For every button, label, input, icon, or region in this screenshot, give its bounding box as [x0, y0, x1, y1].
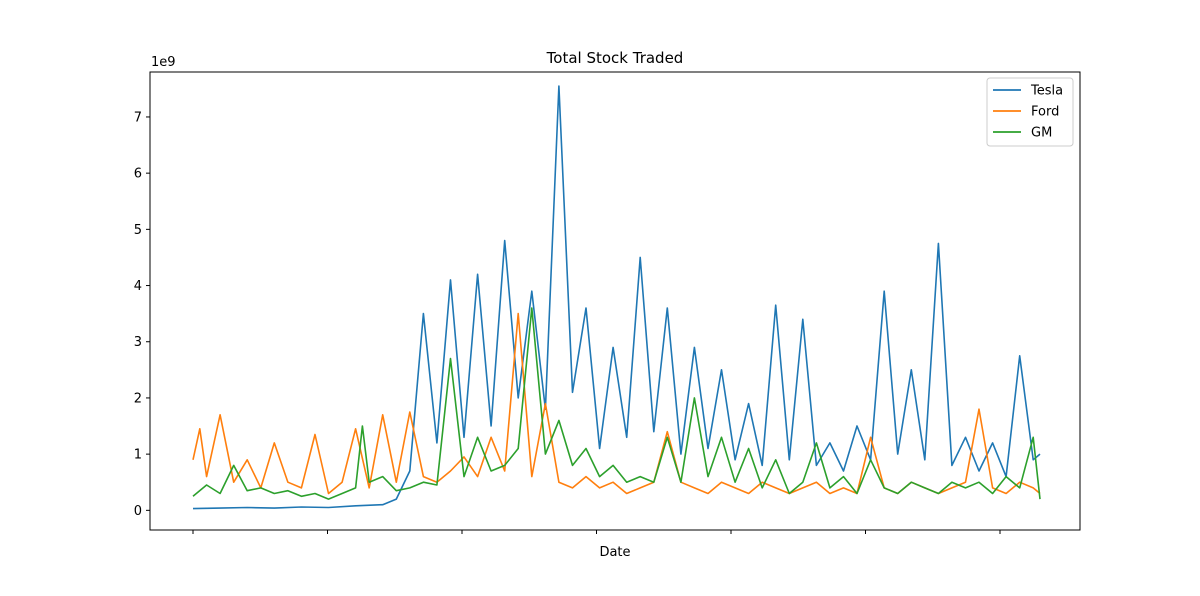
series-line-gm: [192, 307, 1041, 500]
series-line-tesla: [192, 85, 1041, 510]
series-layer: [192, 85, 1041, 510]
y-tick-label: 4: [134, 279, 142, 294]
x-axis-ticks: [192, 530, 1001, 534]
legend-label-ford: Ford: [1031, 105, 1059, 120]
y-tick-label: 2: [134, 391, 142, 406]
y-tick-label: 5: [134, 223, 142, 238]
plot-area: [149, 71, 1081, 531]
y-tick-label: 6: [134, 167, 142, 182]
legend-box: [986, 77, 1074, 147]
y-tick-label: 7: [134, 110, 142, 125]
legend: Tesla Ford GM: [986, 77, 1074, 147]
y-tick-label: 1: [134, 448, 142, 463]
x-axis-label: Date: [599, 545, 630, 560]
y-tick-label: 0: [134, 504, 142, 519]
y-axis-ticks: 0 1 2 3 4 5 6 7: [134, 110, 150, 519]
legend-label-tesla: Tesla: [1030, 84, 1063, 99]
legend-label-gm: GM: [1031, 126, 1052, 141]
y-tick-label: 3: [134, 335, 142, 350]
chart-title: Total Stock Traded: [546, 49, 684, 67]
y-axis-multiplier: 1e9: [151, 55, 176, 70]
